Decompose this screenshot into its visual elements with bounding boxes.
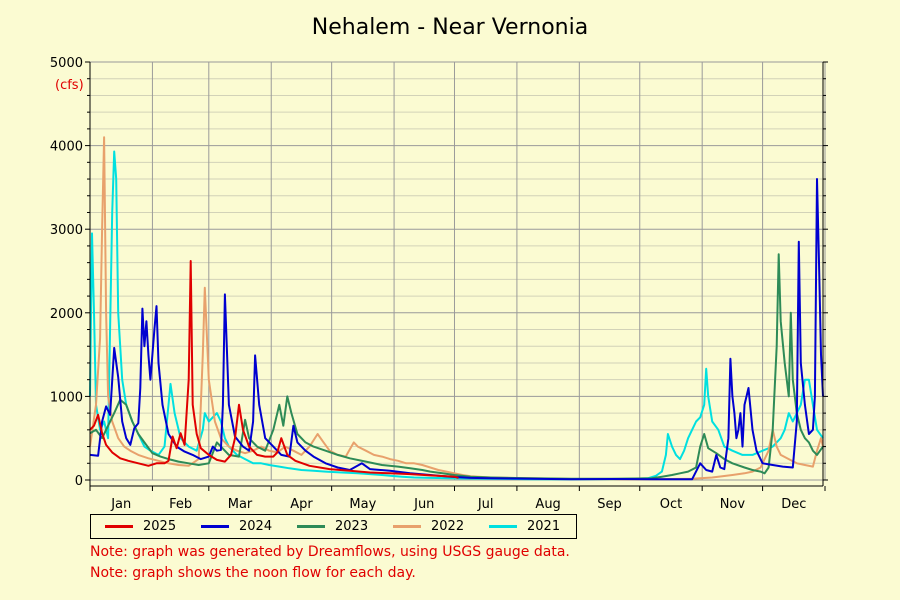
x-tick-label: Apr	[290, 497, 313, 512]
y-tick-label: 5000	[50, 56, 83, 71]
note-noon-flow: Note: graph shows the noon flow for each…	[90, 565, 416, 581]
series-line-2025	[89, 260, 459, 479]
note-source: Note: graph was generated by Dreamflows,…	[90, 544, 570, 560]
legend-swatch	[489, 525, 517, 528]
y-tick-label: 0	[75, 474, 83, 489]
y-tick-label: 4000	[50, 140, 83, 155]
legend-swatch	[393, 525, 421, 528]
chart-title: Nehalem - Near Vernonia	[312, 15, 588, 40]
x-tick-label: Nov	[720, 497, 746, 512]
y-tick-label: 3000	[50, 223, 83, 238]
grid	[89, 61, 826, 481]
legend-swatch	[105, 525, 133, 528]
x-tick-label: May	[349, 497, 376, 512]
x-tick-label: Mar	[228, 497, 253, 512]
plot-area	[90, 62, 823, 480]
series-group	[89, 136, 824, 481]
y-tick-label: 2000	[50, 307, 83, 322]
x-tick-label: Feb	[169, 497, 192, 512]
x-tick-label: Jun	[413, 497, 434, 512]
y-unit-label: (cfs)	[55, 78, 84, 93]
legend: 2025 2024 2023 2022 2021	[90, 514, 577, 539]
legend-label: 2021	[527, 519, 561, 534]
series-line-2023	[89, 253, 824, 480]
series-line-2024	[89, 178, 824, 481]
legend-swatch	[201, 525, 229, 528]
legend-label: 2024	[239, 519, 273, 534]
legend-label: 2023	[335, 519, 369, 534]
x-tick-label: Dec	[781, 497, 806, 512]
legend-swatch	[297, 525, 325, 528]
series-line-2021	[89, 150, 824, 481]
x-tick-label: Aug	[535, 497, 560, 512]
x-tick-label: Oct	[660, 497, 682, 512]
axes: 0 1000 2000 3000 4000 5000 Jan Feb Mar Apr May Jun J…	[50, 56, 828, 512]
legend-label: 2025	[143, 519, 177, 534]
y-tick-label: 1000	[50, 390, 83, 405]
x-tick-label: Jul	[477, 497, 494, 512]
x-tick-label: Sep	[597, 497, 622, 512]
legend-label: 2022	[431, 519, 465, 534]
x-tick-label: Jan	[110, 497, 131, 512]
